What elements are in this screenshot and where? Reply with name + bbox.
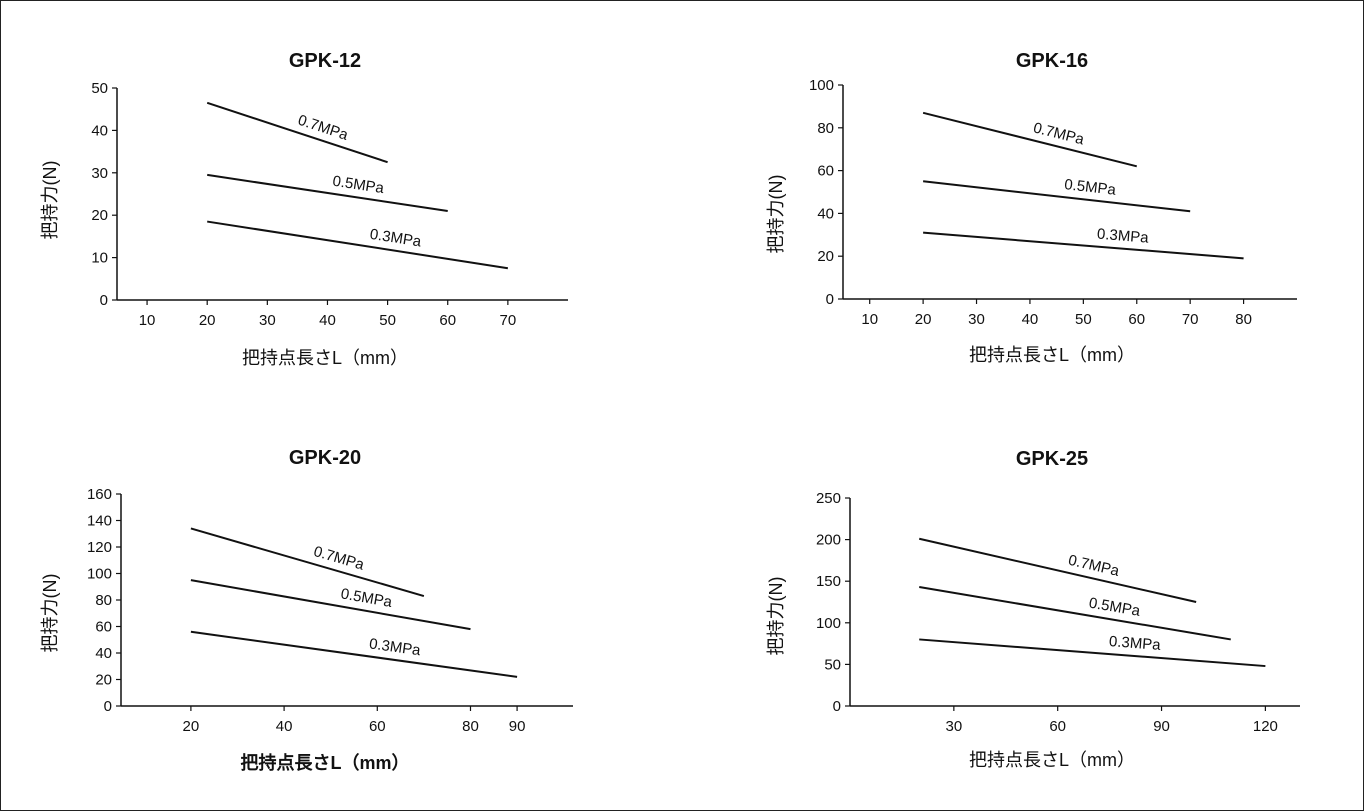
x-tick-label: 60 [369,718,386,735]
x-axis-label: 把持点長さL（mm） [969,750,1135,770]
series-line [923,180,1191,213]
series-line [190,630,518,678]
y-tick-label: 40 [817,205,834,222]
x-axis-label: 把持点長さL（mm） [969,345,1135,365]
x-axis-label: 把持点長さL（mm） [240,752,409,773]
series-line [190,527,425,597]
chart-gpk-20: GPK-20 把持力(N) 把持点長さL（mm） 0 20 40 60 80 100 120… [40,447,573,773]
x-tick-label: 10 [861,311,878,328]
y-tick-label: 200 [816,532,841,549]
y-axis-label: 把持力(N) [766,175,786,254]
series-line [207,220,509,270]
chart-gpk-16: GPK-16 把持力(N) 把持点長さL（mm） 0 20 40 60 80 100 10 2… [766,50,1297,365]
y-tick-label: 20 [91,207,108,224]
series-line [919,586,1231,641]
y-tick-label: 40 [95,645,112,662]
x-tick-label: 60 [1049,718,1066,735]
y-tick-label: 160 [87,486,112,503]
x-tick-label: 20 [199,312,216,329]
y-axis-label: 把持力(N) [40,161,60,240]
x-tick-label: 90 [509,718,526,735]
series-line [922,111,1138,168]
y-tick-label: 100 [816,615,841,632]
series-label: 0.3MPa [1096,226,1150,247]
series-line [923,231,1244,260]
series-line [206,101,388,164]
y-axis-label: 把持力(N) [766,577,786,656]
y-tick-label: 80 [95,592,112,609]
y-tick-label: 40 [91,122,108,139]
y-tick-label: 0 [833,698,841,715]
y-tick-label: 20 [95,672,112,689]
series-label: 0.3MPa [368,635,422,659]
y-tick-label: 120 [87,539,112,556]
chart-title: GPK-12 [289,50,361,72]
y-tick-label: 50 [91,80,108,97]
y-tick-label: 0 [100,292,108,309]
series-line [190,579,471,631]
x-tick-label: 40 [1022,311,1039,328]
y-tick-label: 100 [87,566,112,583]
x-axis-label: 把持点長さL（mm） [242,348,408,368]
y-tick-label: 20 [817,248,834,265]
series-line [919,638,1266,668]
y-tick-label: 10 [91,250,108,267]
chart-gpk-25: GPK-25 把持力(N) 把持点長さL（mm） 0 50 100 150 200 250… [766,448,1300,770]
y-tick-label: 140 [87,513,112,530]
x-tick-label: 30 [259,312,276,329]
y-tick-label: 0 [104,698,112,715]
x-tick-label: 120 [1253,718,1278,735]
chart-gpk-12: GPK-12 把持力(N) 把持点長さL（mm） 0 10 20 30 40 50 10 20… [40,50,568,368]
y-tick-label: 100 [809,77,834,94]
chart-title: GPK-16 [1016,50,1088,72]
y-tick-label: 30 [91,165,108,182]
x-tick-label: 40 [319,312,336,329]
chart-title: GPK-25 [1016,448,1088,470]
series-line [207,173,448,212]
x-tick-label: 80 [1235,311,1252,328]
y-tick-label: 60 [817,163,834,180]
x-tick-label: 30 [946,718,963,735]
series-label: 0.5MPa [1063,176,1117,199]
x-tick-label: 20 [915,311,932,328]
y-tick-label: 0 [826,291,834,308]
x-tick-label: 70 [500,312,517,329]
y-tick-label: 60 [95,619,112,636]
x-tick-label: 50 [1075,311,1092,328]
x-tick-label: 10 [139,312,156,329]
x-tick-label: 80 [462,718,479,735]
y-tick-label: 150 [816,573,841,590]
x-tick-label: 40 [276,718,293,735]
chart-title: GPK-20 [289,447,361,469]
series-label: 0.3MPa [1108,633,1162,654]
y-axis-label: 把持力(N) [40,574,60,653]
y-tick-label: 250 [816,490,841,507]
y-tick-label: 50 [824,656,841,673]
series-line [919,537,1197,603]
y-tick-label: 80 [817,120,834,137]
x-tick-label: 90 [1153,718,1170,735]
x-tick-label: 30 [968,311,985,328]
x-tick-label: 60 [439,312,456,329]
x-tick-label: 50 [379,312,396,329]
x-tick-label: 60 [1128,311,1145,328]
x-tick-label: 70 [1182,311,1199,328]
x-tick-label: 20 [183,718,200,735]
